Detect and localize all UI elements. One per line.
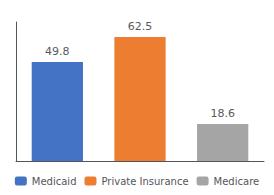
svg-text:Medicaid: Medicaid	[32, 176, 77, 187]
svg-text:49.8: 49.8	[45, 45, 69, 58]
svg-text:62.5: 62.5	[128, 20, 153, 33]
svg-text:Private Insurance: Private Insurance	[101, 176, 188, 187]
svg-text:18.6: 18.6	[210, 107, 235, 120]
svg-text:Medicare: Medicare	[214, 176, 260, 187]
